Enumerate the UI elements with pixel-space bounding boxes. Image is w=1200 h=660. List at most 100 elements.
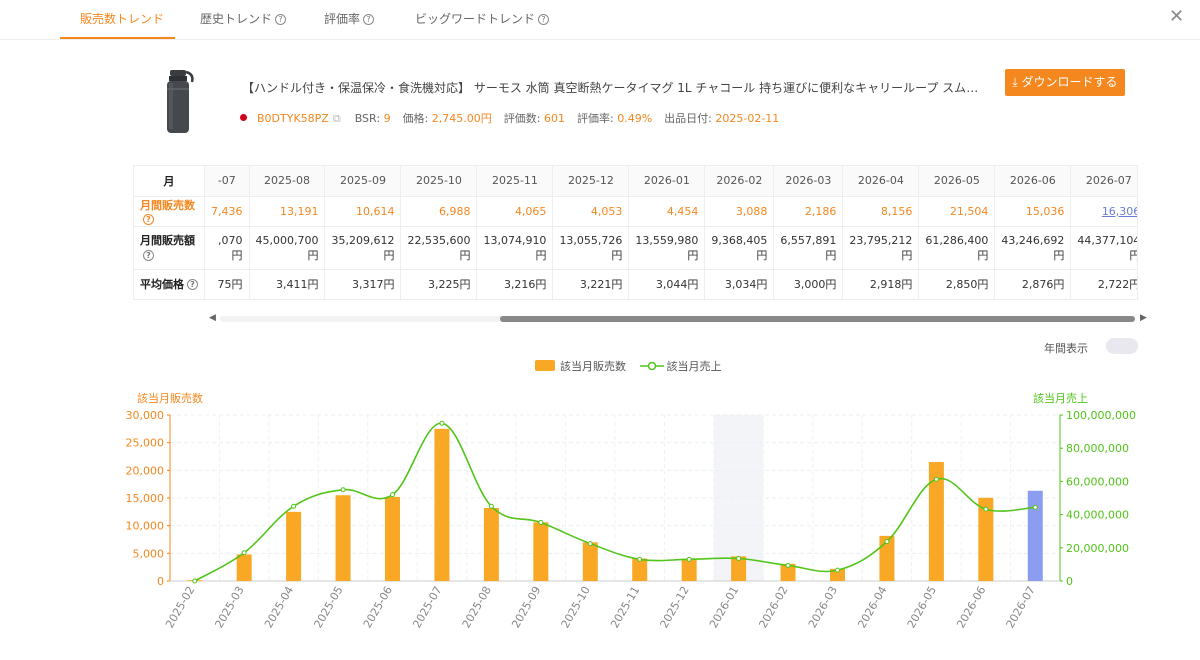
line-point xyxy=(835,567,840,573)
x-tick-label: 2025-05 xyxy=(311,584,345,630)
help-icon[interactable]: ? xyxy=(275,14,287,25)
table-cell: 21,504 xyxy=(918,196,996,227)
right-tick-label: 40,000,000 xyxy=(1066,509,1129,522)
bar xyxy=(928,462,944,581)
help-icon[interactable]: ? xyxy=(538,14,550,25)
right-tick-label: 100,000,000 xyxy=(1066,409,1136,422)
table-cell: 45,000,700 円 xyxy=(249,226,326,270)
left-tick-label: 25,000 xyxy=(126,437,165,450)
line-point xyxy=(192,578,198,584)
bar xyxy=(681,558,697,581)
rating-rate-value: 0.49% xyxy=(617,112,653,125)
close-icon[interactable]: ✕ xyxy=(1169,6,1185,27)
table-cell: 13,055,726 円 xyxy=(552,226,630,270)
bar xyxy=(335,495,351,581)
tab-rating-rate[interactable]: 評価率? xyxy=(324,10,375,27)
line-point xyxy=(686,556,692,562)
legend-item-revenue[interactable]: 該当月売上 xyxy=(630,360,722,373)
x-tick-label: 2025-02 xyxy=(163,584,197,630)
download-button[interactable]: ⤓ ダウンロードする xyxy=(1005,69,1125,96)
line-point xyxy=(1032,504,1038,510)
line-point xyxy=(538,520,544,526)
table-cell: 3,044円 xyxy=(628,269,706,299)
line-point xyxy=(488,503,494,509)
x-tick-label: 2025-10 xyxy=(559,584,593,630)
line-point xyxy=(736,555,742,561)
rating-rate-label: 評価率: xyxy=(576,112,614,125)
left-tick-label: 15,000 xyxy=(126,492,165,505)
x-tick-label: 2025-06 xyxy=(361,584,395,630)
table-cell: 8,156 xyxy=(842,196,920,227)
row-header-avg-price: 平均価格? xyxy=(134,269,205,299)
tab-sales-trend[interactable]: 販売数トレンド xyxy=(80,10,164,27)
table-row: 平均価格? 75円 3,411円 3,317円 3,225円 3,216円 3,… xyxy=(134,269,1137,299)
bar xyxy=(780,563,796,581)
table-cell: ,070 円 xyxy=(204,226,250,270)
month-col-3: 2025-10 xyxy=(400,166,478,197)
tab-label: ビッグワードトレンド xyxy=(415,12,536,26)
x-tick-label: 2026-07 xyxy=(1004,584,1038,630)
x-tick-label: 2026-01 xyxy=(707,584,741,630)
x-tick-label: 2025-08 xyxy=(460,584,494,630)
table-cell: 2,186 xyxy=(773,196,844,227)
help-icon[interactable]: ? xyxy=(143,213,154,225)
table-cell: 35,209,612 円 xyxy=(324,226,402,270)
table-cell: 4,053 xyxy=(552,196,630,227)
right-tick-label: 20,000,000 xyxy=(1066,542,1129,555)
tab-label: 販売数トレンド xyxy=(80,12,165,26)
download-label: ダウンロードする xyxy=(1021,75,1118,89)
yearly-view-toggle[interactable] xyxy=(1106,338,1138,354)
bar xyxy=(286,511,302,581)
table-cell: 3,411円 xyxy=(249,269,326,299)
sales-chart: 0 5,000 10,000 15,000 20,000 25,000 30,000 0 20,… xyxy=(126,409,1136,630)
table-row: 月間販売額? ,070 円 45,000,700 円 35,209,612 円 22,… xyxy=(134,226,1137,270)
table-cell: 2,876円 xyxy=(994,269,1072,299)
left-tick-label: 20,000 xyxy=(126,464,165,477)
table-cell: 6,557,891 円 xyxy=(773,226,844,270)
tab-bar: 販売数トレンド 歴史トレンド? 評価率? ビッグワードトレンド? xyxy=(0,0,1200,40)
left-axis-title: 該当月販売数 xyxy=(137,392,203,405)
line-point xyxy=(241,550,247,556)
table-cell: 13,074,910 円 xyxy=(476,226,554,270)
tab-history-trend[interactable]: 歴史トレンド? xyxy=(200,10,287,27)
external-link-icon[interactable]: ⧉ xyxy=(332,112,341,125)
line-point xyxy=(340,487,346,493)
legend-bar-swatch xyxy=(535,360,555,371)
tab-label: 評価率 xyxy=(324,12,361,26)
scrollbar-thumb[interactable] xyxy=(500,316,1135,322)
product-meta: B0DTYK58PZ ⧉ BSR: 9 価格: 2,745.00円 評価数: 601 評価… xyxy=(240,110,791,126)
scroll-right-arrow-icon[interactable]: ▶ xyxy=(1140,313,1147,323)
month-col-1: 2025-08 xyxy=(249,166,326,197)
line-point xyxy=(439,420,445,426)
current-month-link[interactable]: 16,306 xyxy=(1070,196,1137,227)
scroll-left-arrow-icon[interactable]: ◀ xyxy=(209,313,216,323)
month-col-4: 2025-11 xyxy=(476,166,554,197)
line-point xyxy=(983,506,989,512)
table-cell: 3,034円 xyxy=(704,269,775,299)
listing-date-label: 出品日付: xyxy=(664,112,712,125)
bar xyxy=(632,558,648,581)
month-col-7: 2026-02 xyxy=(704,166,775,197)
legend-item-units[interactable]: 該当月販売数 xyxy=(535,360,626,373)
table-row: 月間販売数? 7,436 13,191 10,614 6,988 4,065 4… xyxy=(134,196,1137,227)
table-cell: 23,795,212 円 xyxy=(842,226,920,270)
table-cell: 44,377,104円 xyxy=(1070,226,1137,270)
asin-link[interactable]: B0DTYK58PZ xyxy=(257,112,329,125)
help-icon[interactable]: ? xyxy=(143,249,154,261)
price-label: 価格: xyxy=(402,112,429,125)
x-tick-label: 2025-07 xyxy=(410,584,444,630)
bar xyxy=(385,496,400,581)
x-tick-label: 2026-04 xyxy=(855,584,889,630)
month-col-11: 2026-06 xyxy=(994,166,1072,197)
product-title[interactable]: 【ハンドル付き・保温保冷・食洗機対応】 サーモス 水筒 真空断熱ケータイマグ 1… xyxy=(242,81,987,95)
month-col-12: 2026-07 xyxy=(1070,166,1137,197)
line-point xyxy=(291,503,297,509)
month-header: 月 xyxy=(134,166,205,197)
help-icon[interactable]: ? xyxy=(187,279,198,290)
tab-bigword-trend[interactable]: ビッグワードトレンド? xyxy=(415,10,550,27)
help-icon[interactable]: ? xyxy=(363,14,375,25)
legend-label: 該当月売上 xyxy=(666,360,722,373)
x-tick-label: 2025-11 xyxy=(608,584,642,630)
x-tick-label: 2026-06 xyxy=(954,584,988,630)
table-cell: 75円 xyxy=(204,269,250,299)
